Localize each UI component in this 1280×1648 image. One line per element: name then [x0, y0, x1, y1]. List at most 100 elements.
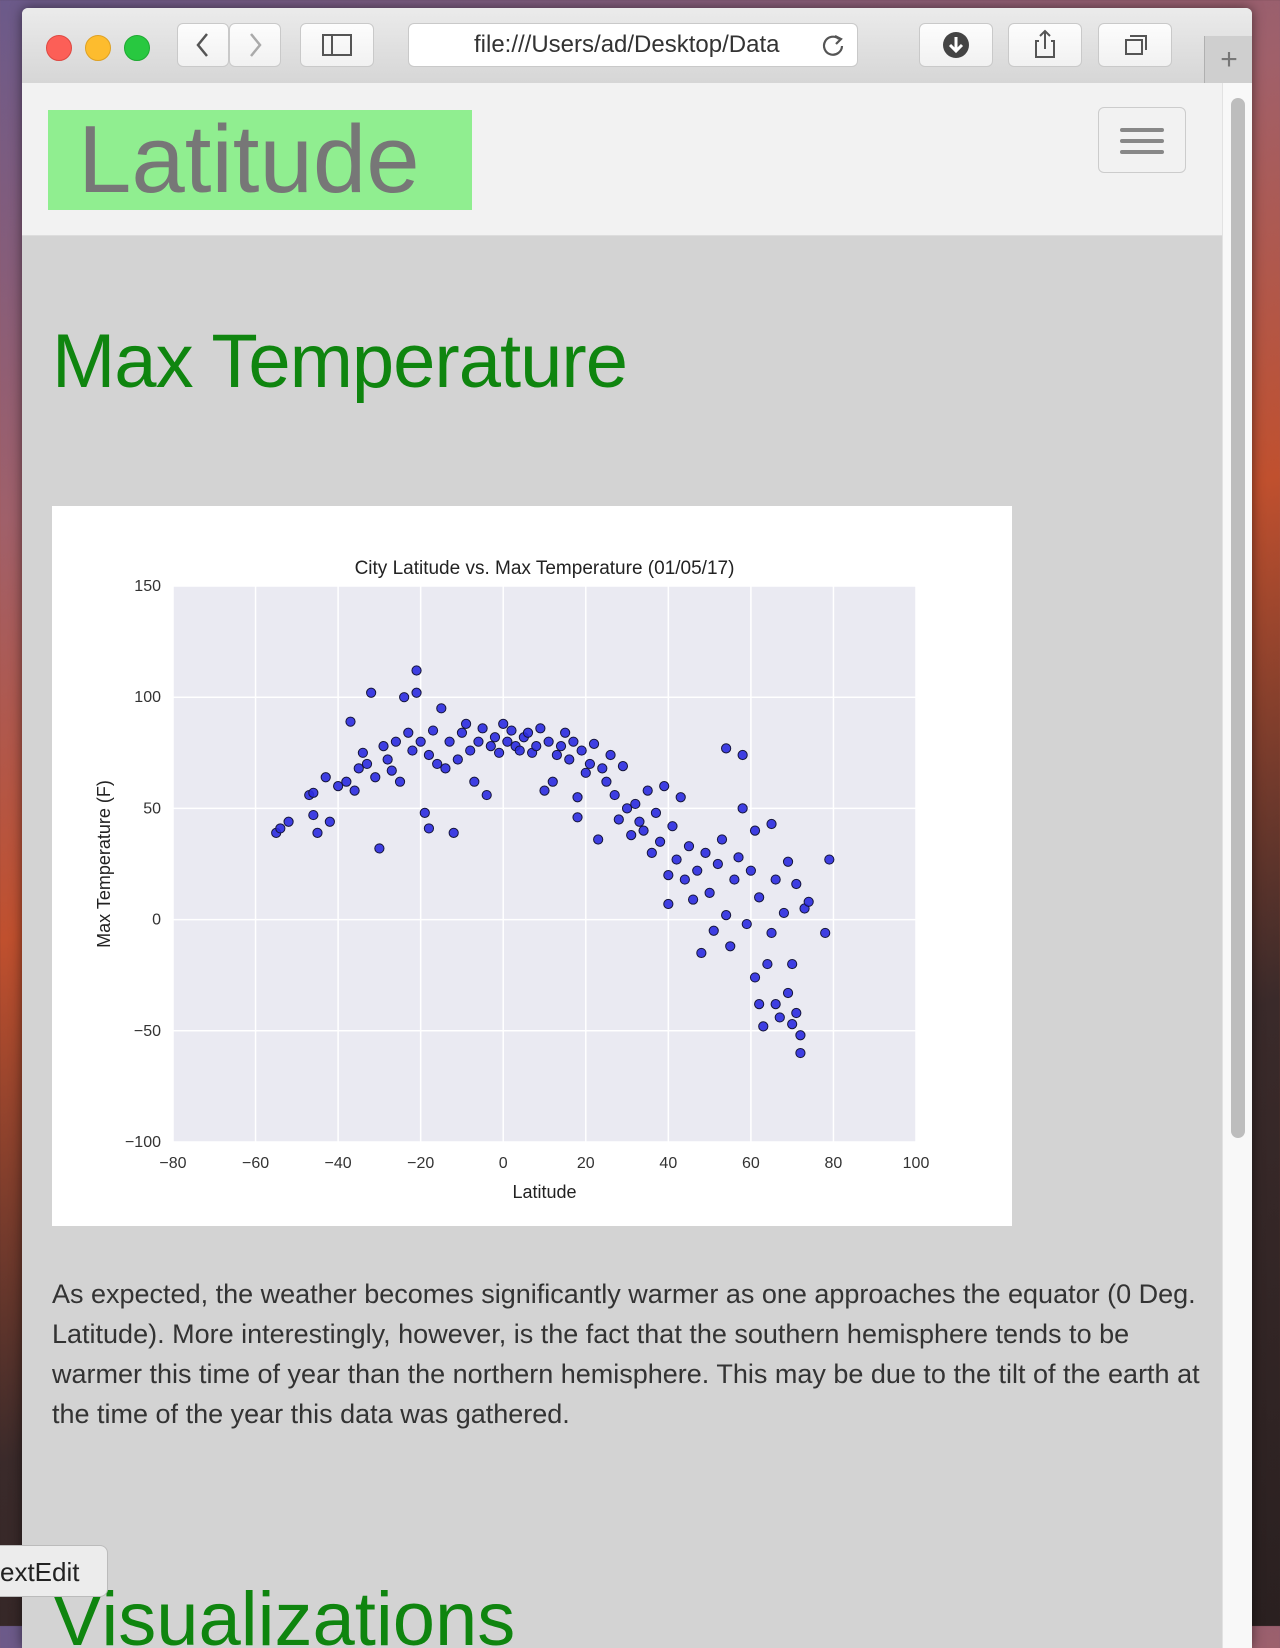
data-point	[745, 865, 756, 876]
data-point	[448, 827, 459, 838]
data-point	[572, 792, 583, 803]
scroll-thumb[interactable]	[1231, 98, 1245, 1138]
data-point	[795, 1030, 806, 1041]
data-point	[758, 1021, 769, 1032]
data-point	[535, 723, 546, 734]
data-point	[584, 758, 596, 770]
data-point	[737, 803, 748, 814]
data-point	[382, 754, 393, 765]
dock-label: extEdit	[0, 1545, 108, 1597]
data-point	[399, 692, 410, 703]
data-point	[283, 816, 294, 827]
data-point	[341, 776, 352, 787]
url-text: file:///Users/ad/Desktop/Data	[474, 31, 780, 58]
data-point	[663, 870, 674, 881]
zoom-button[interactable]	[124, 35, 150, 61]
data-point	[770, 874, 781, 885]
back-button[interactable]	[177, 23, 229, 67]
data-point	[667, 821, 678, 832]
description: As expected, the weather becomes signifi…	[52, 1279, 1200, 1429]
tabs-button[interactable]	[1098, 23, 1172, 67]
data-point	[308, 809, 319, 821]
data-point	[374, 843, 385, 854]
data-point	[712, 858, 723, 870]
x-axis-label: Latitude	[512, 1182, 576, 1202]
data-point	[427, 725, 439, 736]
data-point	[638, 825, 649, 836]
data-point	[489, 732, 501, 743]
data-point	[721, 910, 732, 921]
menu-button[interactable]	[1098, 107, 1186, 173]
data-point	[737, 749, 748, 761]
toolbar: file:///Users/ad/Desktop/Data +	[22, 8, 1252, 84]
data-point	[725, 941, 736, 952]
forward-icon	[250, 33, 262, 57]
data-point	[370, 772, 381, 783]
data-point	[663, 898, 674, 910]
data-point	[782, 987, 794, 999]
data-point	[568, 736, 579, 747]
data-point	[696, 947, 707, 959]
data-point	[671, 854, 682, 865]
close-button[interactable]	[46, 35, 72, 61]
downloads-button[interactable]	[919, 23, 993, 67]
data-point	[312, 827, 323, 838]
data-point	[493, 747, 505, 758]
data-point	[564, 754, 575, 765]
data-point	[820, 927, 831, 939]
data-point	[361, 758, 373, 770]
data-point	[477, 723, 488, 734]
download-icon	[943, 32, 969, 58]
share-icon	[1035, 29, 1055, 58]
y-tick-label: 50	[143, 800, 161, 817]
forward-button[interactable]	[229, 23, 281, 67]
data-point	[345, 716, 356, 727]
scrollbar[interactable]	[1222, 83, 1252, 1648]
address-bar[interactable]: file:///Users/ad/Desktop/Data	[408, 23, 858, 67]
data-point	[634, 816, 645, 827]
data-point	[423, 749, 435, 761]
data-point	[411, 687, 422, 698]
data-point	[502, 736, 513, 747]
x-tick-label: −60	[242, 1155, 269, 1172]
data-point	[795, 1047, 806, 1059]
share-button[interactable]	[1008, 23, 1082, 67]
data-point	[576, 745, 587, 756]
new-tab-button[interactable]: +	[1204, 36, 1252, 83]
brand[interactable]: Latitude	[48, 110, 472, 210]
sidebar-icon	[322, 34, 352, 56]
data-point	[708, 925, 719, 936]
data-point	[617, 761, 629, 772]
minimize-button[interactable]	[85, 35, 111, 61]
data-point	[353, 763, 364, 774]
data-point	[473, 736, 484, 747]
y-tick-label: 100	[134, 689, 161, 706]
data-point	[522, 727, 534, 738]
data-point	[601, 776, 612, 787]
data-point	[688, 894, 699, 905]
data-point	[440, 763, 451, 774]
section-heading: Max Temperature	[52, 319, 628, 404]
data-point	[320, 772, 331, 783]
y-tick-label: −50	[134, 1023, 161, 1040]
data-point	[419, 807, 430, 818]
data-point	[572, 812, 583, 823]
data-point	[700, 847, 711, 858]
data-point	[774, 1012, 785, 1023]
data-point	[436, 703, 447, 714]
back-icon	[196, 33, 208, 57]
data-point	[308, 787, 319, 798]
data-point	[444, 736, 455, 747]
menu-bar	[1120, 150, 1164, 154]
y-tick-label: 0	[152, 912, 161, 929]
y-axis-label: Max Temperature (F)	[94, 780, 114, 948]
y-tick-label: 150	[134, 578, 161, 595]
data-point	[770, 999, 781, 1010]
sidebar-button[interactable]	[300, 23, 374, 67]
data-point	[621, 803, 633, 814]
x-tick-label: −20	[407, 1155, 434, 1172]
data-point	[275, 823, 286, 834]
data-point	[588, 738, 600, 750]
reload-icon[interactable]	[819, 32, 847, 60]
data-point	[609, 789, 620, 801]
